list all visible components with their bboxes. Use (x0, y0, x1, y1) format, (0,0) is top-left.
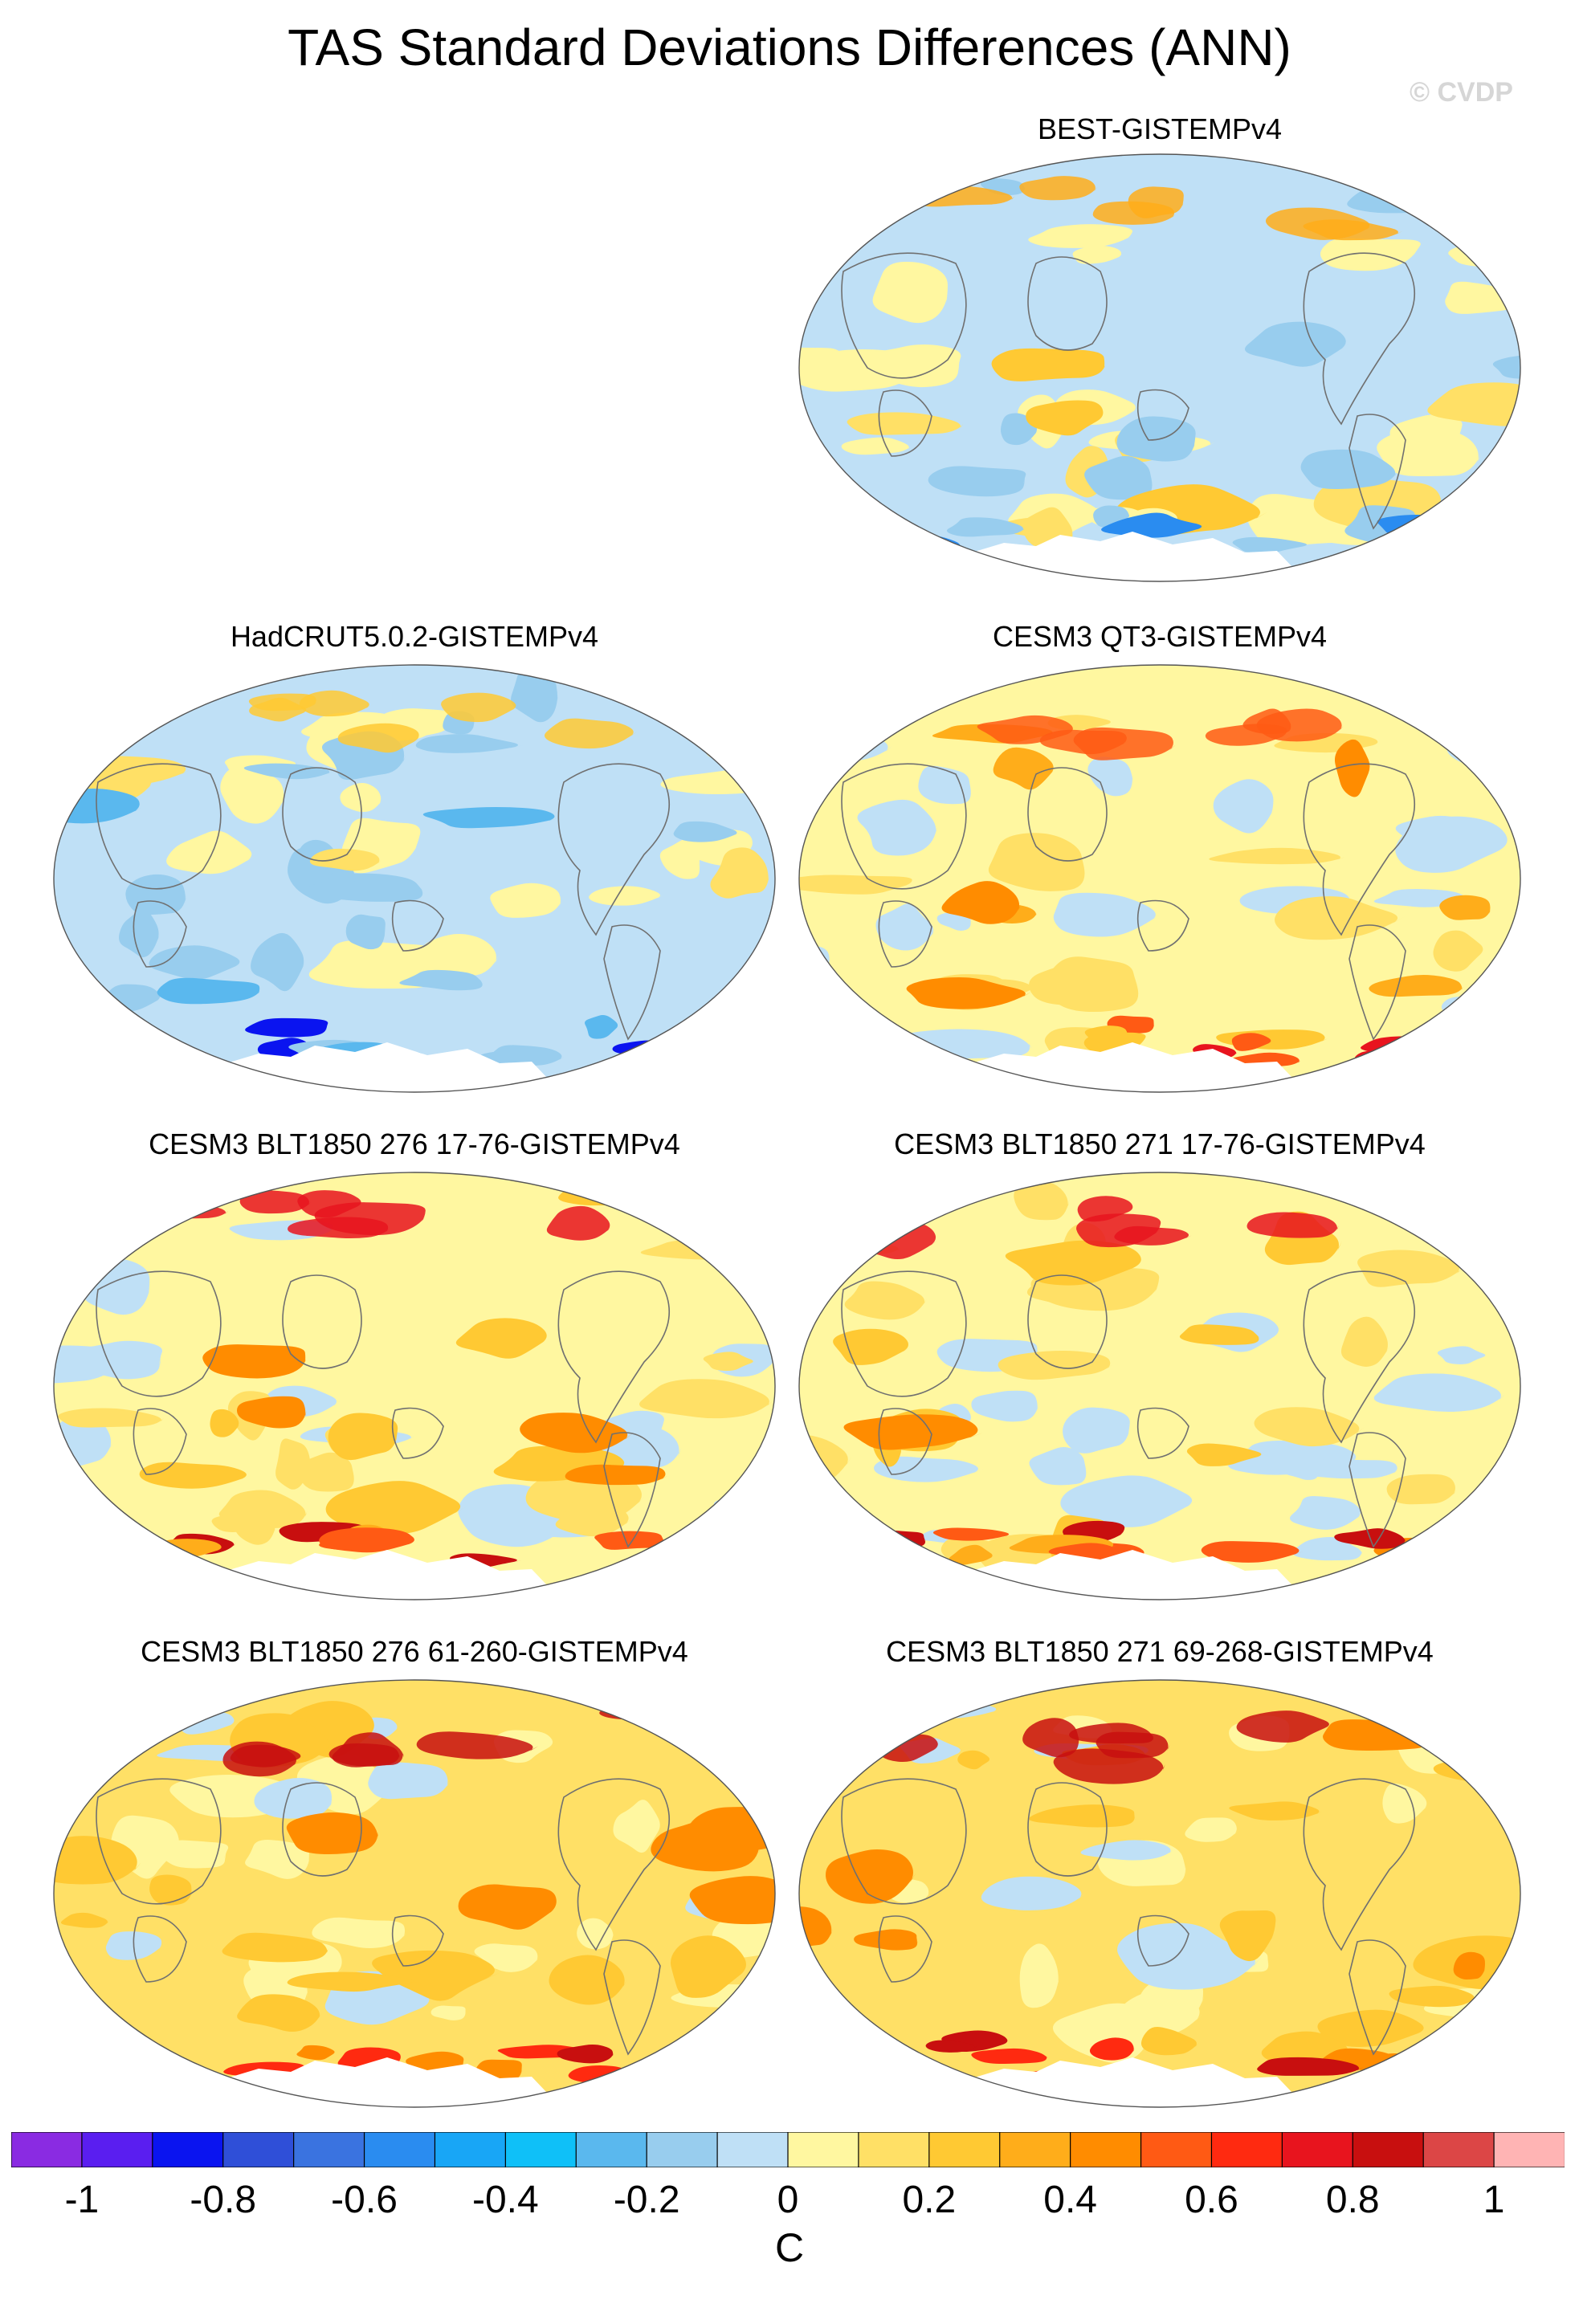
colorbar-tick-label: 0.2 (902, 2179, 957, 2221)
colorbar-swatch (575, 2132, 648, 2167)
colorbar-swatch (504, 2132, 577, 2167)
panel-title: CESM3 BLT1850 271 69-268-GISTEMPv4 (886, 1635, 1434, 1668)
colorbar-swatch (11, 2132, 84, 2167)
colorbar-units-label: C (774, 2225, 805, 2270)
colorbar-tick-label: 0.8 (1325, 2179, 1380, 2221)
colorbar-swatch (1281, 2132, 1354, 2167)
map-border (53, 664, 776, 1093)
cvdp-watermark: © CVDP (1410, 77, 1513, 108)
world-map (53, 664, 776, 1093)
colorbar-swatch (81, 2132, 153, 2167)
panel-title: CESM3 BLT1850 271 17-76-GISTEMPv4 (894, 1127, 1426, 1160)
tas-difference-field (799, 154, 1520, 581)
colorbar-swatch (434, 2132, 507, 2167)
panel-title: CESM3 BLT1850 276 17-76-GISTEMPv4 (149, 1127, 680, 1160)
world-map (798, 1679, 1521, 2108)
colorbar-tick-label: 0.6 (1185, 2179, 1238, 2221)
world-map (798, 153, 1521, 582)
colorbar-swatch (1140, 2132, 1213, 2167)
colorbar (11, 2132, 1565, 2167)
colorbar-swatch (1352, 2132, 1425, 2167)
colorbar-tick-label: 0 (777, 2179, 799, 2221)
map-panel-blt1850-276-61-260: CESM3 BLT1850 276 61-260-GISTEMPv4 (50, 1635, 779, 2117)
colorbar-swatch (787, 2132, 860, 2167)
colorbar-swatch (999, 2132, 1071, 2167)
colorbar-swatch (152, 2132, 224, 2167)
panel-title: HadCRUT5.0.2-GISTEMPv4 (230, 620, 599, 653)
colorbar-swatch (1493, 2132, 1565, 2167)
world-map (798, 664, 1521, 1093)
colorbar-tick-label: -0.2 (613, 2179, 680, 2221)
map-panel-cesm3-qt3: CESM3 QT3-GISTEMPv4 (795, 620, 1524, 1102)
colorbar-tick-label: 0.4 (1043, 2179, 1097, 2221)
colorbar-swatch (222, 2132, 295, 2167)
map-panel-hadcrut: HadCRUT5.0.2-GISTEMPv4 (50, 620, 779, 1102)
world-map (53, 1679, 776, 2108)
map-border (798, 1679, 1521, 2108)
colorbar-tick-label: -1 (64, 2179, 100, 2221)
map-panel-blt1850-271-17-76: CESM3 BLT1850 271 17-76-GISTEMPv4 (795, 1127, 1524, 1609)
world-map (53, 1172, 776, 1600)
colorbar-swatch (858, 2132, 930, 2167)
colorbar-swatch (716, 2132, 790, 2167)
colorbar-tick-label: -0.6 (331, 2179, 398, 2221)
map-panel-blt1850-271-69-268: CESM3 BLT1850 271 69-268-GISTEMPv4 (795, 1635, 1524, 2117)
tas-difference-field (54, 1172, 775, 1600)
tas-difference-field (54, 1680, 775, 2107)
colorbar-tick-label: -0.8 (190, 2179, 257, 2221)
colorbar-swatch (928, 2132, 1001, 2167)
colorbar-swatch (646, 2132, 719, 2167)
figure-title: TAS Standard Deviations Differences (ANN… (288, 18, 1291, 76)
panel-title: BEST-GISTEMPv4 (1037, 112, 1283, 145)
map-border (798, 1172, 1521, 1600)
tas-difference-field (799, 1680, 1520, 2107)
tas-difference-field (799, 1172, 1520, 1600)
map-border (798, 153, 1521, 582)
colorbar-tick-label: 1 (1483, 2179, 1505, 2221)
map-panel-best: BEST-GISTEMPv4 (795, 112, 1524, 586)
panel-title: CESM3 BLT1850 276 61-260-GISTEMPv4 (141, 1635, 688, 1668)
panel-title: CESM3 QT3-GISTEMPv4 (992, 620, 1328, 653)
colorbar-swatch (363, 2132, 436, 2167)
colorbar-swatch (293, 2132, 365, 2167)
colorbar-tick-labels: -1 -0.8 -0.6 -0.4 -0.2 0 0.2 0.4 0.6 0.8 1 (0, 2178, 1579, 2226)
colorbar-swatch (1210, 2132, 1283, 2167)
tas-difference-field (54, 665, 775, 1092)
colorbar-tick-label: -0.4 (472, 2179, 539, 2221)
colorbar-swatch (1070, 2132, 1142, 2167)
map-border (798, 664, 1521, 1093)
map-border (53, 1679, 776, 2108)
map-panel-blt1850-276-17-76: CESM3 BLT1850 276 17-76-GISTEMPv4 (50, 1127, 779, 1609)
world-map (798, 1172, 1521, 1600)
tas-difference-field (799, 665, 1520, 1092)
colorbar-swatch (1422, 2132, 1495, 2167)
map-border (53, 1172, 776, 1600)
